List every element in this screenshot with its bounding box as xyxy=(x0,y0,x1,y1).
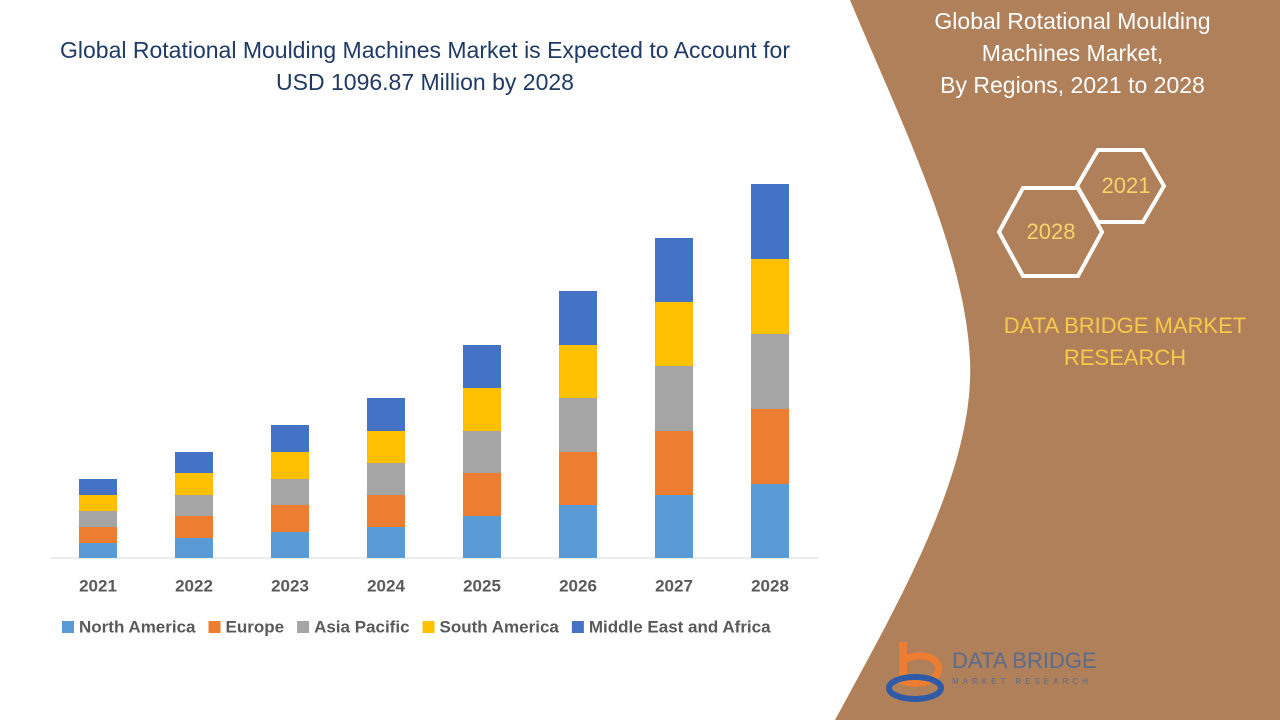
side-brand: DATA BRIDGE MARKET RESEARCH xyxy=(975,310,1275,374)
bar-segment xyxy=(655,431,693,495)
x-tick-label: 2028 xyxy=(751,576,789,595)
legend-swatch xyxy=(62,621,74,633)
legend-label: Europe xyxy=(226,617,285,636)
side-title: Global Rotational Moulding Machines Mark… xyxy=(900,5,1245,101)
bar-segment xyxy=(271,452,309,479)
brand-line: RESEARCH xyxy=(1063,345,1187,370)
bar-segment xyxy=(79,527,117,543)
bar-segment xyxy=(751,409,789,484)
x-tick-label: 2027 xyxy=(655,576,693,595)
bar-segment xyxy=(79,511,117,527)
bar-segment xyxy=(271,532,309,558)
bar-segment xyxy=(463,345,501,388)
bar-segment xyxy=(367,527,405,558)
legend-label: Middle East and Africa xyxy=(589,617,771,636)
bar-segment xyxy=(463,473,501,516)
logo-tagline: MARKET RESEARCH xyxy=(952,677,1092,686)
bar-segment xyxy=(367,495,405,527)
brand-line: DATA BRIDGE MARKET xyxy=(1003,313,1247,338)
bar-segment xyxy=(559,505,597,558)
bar-segment xyxy=(271,425,309,452)
legend-label: Asia Pacific xyxy=(314,617,409,636)
side-panel-bg xyxy=(835,0,1280,720)
bar-segment xyxy=(463,516,501,558)
legend-swatch xyxy=(422,621,435,633)
hexagon-label: 2028 xyxy=(1027,219,1076,244)
bar-segment xyxy=(751,184,789,259)
logo-name: DATA BRIDGE xyxy=(952,648,1097,673)
bar-segment xyxy=(367,463,405,495)
bar-segment xyxy=(751,259,789,334)
bar-segment xyxy=(559,291,597,345)
side-title-line: By Regions, 2021 to 2028 xyxy=(940,72,1205,98)
legend-swatch xyxy=(297,621,310,633)
x-tick-label: 2022 xyxy=(175,576,213,595)
x-tick-label: 2026 xyxy=(559,576,597,595)
bar-segment xyxy=(175,516,213,538)
bar-segment xyxy=(271,479,309,505)
bar-segment xyxy=(655,302,693,366)
x-tick-label: 2021 xyxy=(79,576,117,595)
legend-label: North America xyxy=(79,617,196,636)
bar-segment xyxy=(367,398,405,431)
bar-segment xyxy=(559,452,597,505)
hexagon xyxy=(996,186,1105,278)
bar-segment xyxy=(655,238,693,302)
bar-segment xyxy=(79,495,117,511)
x-tick-label: 2023 xyxy=(271,576,309,595)
bar-segment xyxy=(175,452,213,473)
bar-segment xyxy=(751,334,789,409)
legend-swatch xyxy=(208,621,221,633)
bar-segment xyxy=(79,543,117,558)
bar-segment xyxy=(367,431,405,463)
bar-segment xyxy=(463,431,501,473)
x-tick-label: 2024 xyxy=(367,576,405,595)
bar-segment xyxy=(559,345,597,398)
bar-segment xyxy=(79,479,117,495)
bar-segment xyxy=(751,484,789,558)
bar-segment xyxy=(175,495,213,516)
chart-title: Global Rotational Moulding Machines Mark… xyxy=(60,37,790,95)
bar-segment xyxy=(175,538,213,558)
bar-segment xyxy=(463,388,501,431)
bar-segment xyxy=(271,505,309,532)
logo-icon xyxy=(886,642,944,702)
bar-segment xyxy=(175,473,213,495)
x-tick-label: 2025 xyxy=(463,576,501,595)
bar-segment xyxy=(655,366,693,431)
hexagon-label: 2021 xyxy=(1102,173,1151,198)
bar-segment xyxy=(559,398,597,452)
legend-swatch xyxy=(571,621,584,633)
bar-segment xyxy=(655,495,693,558)
legend-label: South America xyxy=(440,617,560,636)
side-title-line: Machines Market, xyxy=(981,40,1164,66)
side-title-line: Global Rotational Moulding xyxy=(934,8,1211,34)
